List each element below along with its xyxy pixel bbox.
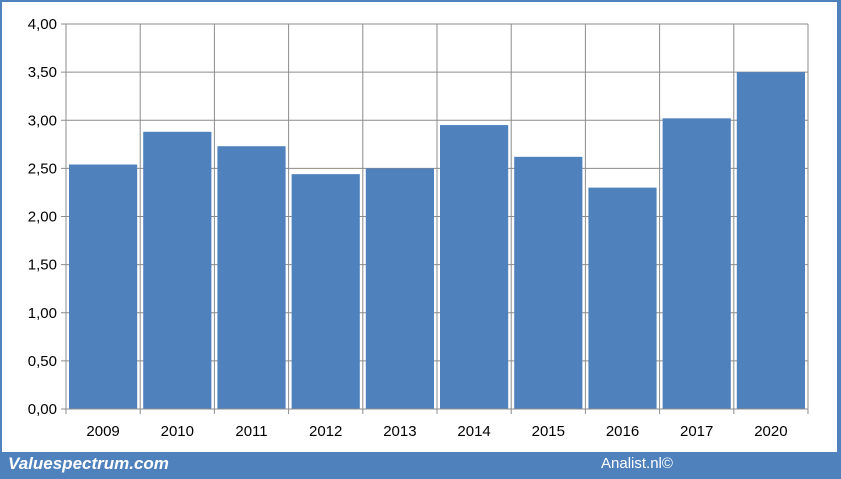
x-tick-label: 2009 <box>86 423 119 440</box>
y-tick-label: 2,00 <box>28 209 57 226</box>
x-tick-label: 2013 <box>383 423 416 440</box>
bar-2010 <box>143 131 212 410</box>
bar-2012 <box>291 174 360 409</box>
x-tick-label: 2014 <box>457 423 490 440</box>
y-tick-label: 1,00 <box>28 305 57 322</box>
bar-2011 <box>217 146 286 410</box>
bar-2016 <box>588 187 657 409</box>
x-tick-label: 2010 <box>161 423 194 440</box>
watermark-valuespectrum: Valuespectrum.com <box>8 454 169 473</box>
y-tick-label: 0,00 <box>28 401 57 418</box>
bar-2015 <box>514 156 583 409</box>
y-tick-label: 2,50 <box>28 160 57 177</box>
chart-panel: 0,00 0,50 1,00 1,50 2,00 2,50 3,00 3,50 4,00 2009… <box>2 2 837 452</box>
y-tick-label: 3,00 <box>28 112 57 129</box>
bar-2020 <box>736 72 805 409</box>
bar-2013 <box>365 168 434 409</box>
x-tick-label: 2015 <box>532 423 565 440</box>
bar-2017 <box>662 118 731 409</box>
bar-2009 <box>69 164 138 409</box>
x-tick-label: 2016 <box>606 423 639 440</box>
y-tick-label: 3,50 <box>28 64 57 81</box>
x-tick-label: 2020 <box>754 423 787 440</box>
y-tick-label: 4,00 <box>28 16 57 33</box>
y-tick-label: 1,50 <box>28 257 57 274</box>
x-tick-label: 2011 <box>235 423 267 440</box>
y-tick-label: 0,50 <box>28 353 57 370</box>
watermark-analist: Analist.nl© <box>601 455 673 472</box>
x-tick-label: 2012 <box>309 423 342 440</box>
x-tick-label: 2017 <box>680 423 713 440</box>
bar-chart: 0,00 0,50 1,00 1,50 2,00 2,50 3,00 3,50 4,00 2009… <box>28 16 809 440</box>
bar-2014 <box>440 125 509 409</box>
